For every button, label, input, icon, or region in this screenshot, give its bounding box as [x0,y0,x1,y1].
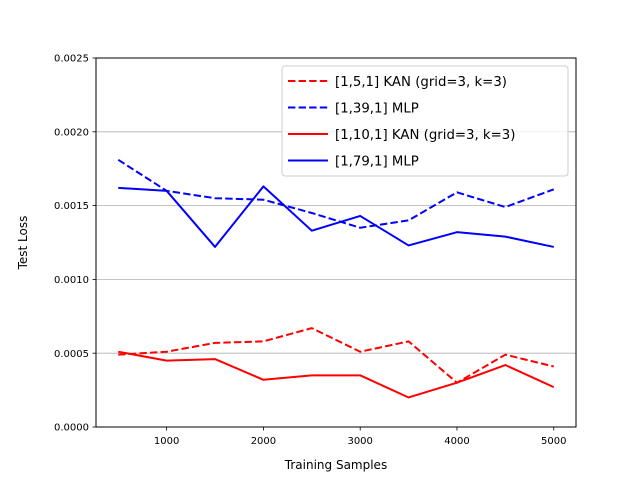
legend-label-3: [1,10,1] KAN (grid=3, k=3) [335,128,515,143]
legend: [1,5,1] KAN (grid=3, k=3) [1,39,1] MLP [1,… [281,65,569,177]
y-tick-label: 0.0020 [54,127,89,138]
x-tick-label: 3000 [347,436,372,447]
y-tick-label: 0.0025 [54,54,89,65]
plot-frame [95,57,577,428]
y-axis-ticks: 0.0000 0.0005 0.0010 0.0015 0.0020 0.0025 [54,54,96,434]
legend-label-1: [1,5,1] KAN (grid=3, k=3) [335,75,507,90]
x-axis-label: Training Samples [284,458,387,472]
legend-label-2: [1,39,1] MLP [335,102,419,117]
x-tick-label: 4000 [444,436,469,447]
x-tick-label: 2000 [251,436,276,447]
x-axis-ticks: 1000 2000 3000 4000 5000 [154,427,566,447]
y-axis-label: Test Loss [16,216,30,271]
y-tick-label: 0.0010 [54,275,89,286]
series-line-3 [118,350,555,399]
x-tick-label: 5000 [541,436,566,447]
series-lines [117,158,555,399]
series-line-4 [118,185,554,248]
y-tick-label: 0.0015 [54,201,89,212]
x-tick-label: 1000 [154,436,179,447]
legend-label-4: [1,79,1] MLP [335,155,419,170]
series-line-2 [117,158,555,229]
y-tick-label: 0.0000 [54,423,89,434]
legend-box [281,65,569,177]
series-line-1 [118,327,554,384]
y-tick-label: 0.0005 [54,349,89,360]
